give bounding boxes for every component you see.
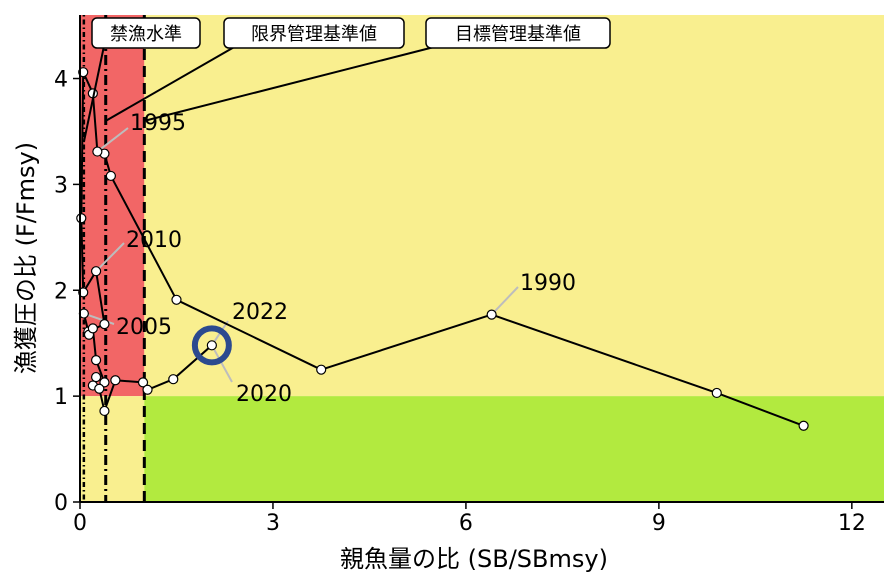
x-tick-label: 3: [266, 511, 280, 536]
data-point: [99, 405, 110, 417]
year-label: 2005: [116, 315, 172, 340]
data-point: [168, 374, 179, 385]
legend-label: 目標管理基準値: [455, 24, 581, 45]
data-point: [76, 213, 87, 224]
y-tick-label: 4: [54, 68, 68, 93]
year-label: 2020: [236, 382, 292, 407]
data-point: [137, 377, 149, 388]
data-point: [105, 170, 116, 182]
highlight-ring: [191, 325, 232, 366]
label-leader-lines: [83, 127, 519, 383]
data-point: [90, 371, 102, 383]
x-axis-title: 親魚量の比 (SB/SBmsy): [340, 545, 608, 573]
legend-label: 禁漁水準: [110, 24, 182, 45]
year-label: 1990: [520, 271, 576, 296]
y-axis-title: 漁獲圧の比 (F/Fmsy): [12, 142, 40, 374]
data-point: [171, 294, 182, 305]
leader-line: [210, 344, 233, 383]
data-point: [316, 364, 327, 375]
data-point: [94, 383, 105, 394]
leader-line: [96, 127, 129, 153]
data-point: [711, 387, 722, 399]
data-point: [90, 355, 102, 366]
legend-connector: [144, 45, 439, 122]
zone-yellow-lower: [80, 396, 145, 502]
year-label: 2022: [232, 300, 288, 325]
y-tick-label: 0: [54, 491, 68, 516]
legend-label: 限界管理基準値: [251, 24, 377, 45]
legend-connector: [82, 45, 105, 143]
legend-connector: [105, 45, 237, 122]
year-label: 1995: [130, 111, 186, 136]
y-tick-label: 2: [54, 279, 68, 304]
zone-green: [144, 396, 884, 502]
legend-box: [91, 17, 201, 49]
data-point: [90, 266, 102, 277]
data-point: [486, 309, 497, 320]
year-label: 2010: [126, 228, 182, 253]
data-point: [99, 319, 110, 330]
year-labels: 1990 1995 2005 2010 2020 2022: [116, 111, 576, 407]
current-year-highlight: [191, 325, 232, 366]
zone-yellow-upper: [144, 15, 884, 397]
trajectory-points: [76, 67, 809, 431]
x-tick-label: 6: [459, 511, 473, 536]
data-point: [92, 146, 103, 157]
data-point: [87, 323, 98, 334]
y-tick-label: 3: [54, 173, 68, 198]
data-point: [110, 375, 121, 386]
leader-line: [490, 286, 519, 316]
x-tick-label: 12: [838, 511, 866, 536]
data-point: [142, 384, 153, 395]
legend-box: [223, 17, 405, 49]
data-point: [206, 340, 217, 351]
data-point: [798, 420, 809, 431]
y-tick-label: 1: [54, 385, 68, 410]
reference-line-legend: 禁漁水準 限界管理基準値 目標管理基準値: [82, 17, 611, 143]
x-tick-label: 0: [73, 511, 87, 536]
leader-line: [95, 242, 125, 272]
legend-box: [425, 17, 611, 49]
x-tick-label: 9: [652, 511, 666, 536]
status-zones: [80, 15, 884, 502]
